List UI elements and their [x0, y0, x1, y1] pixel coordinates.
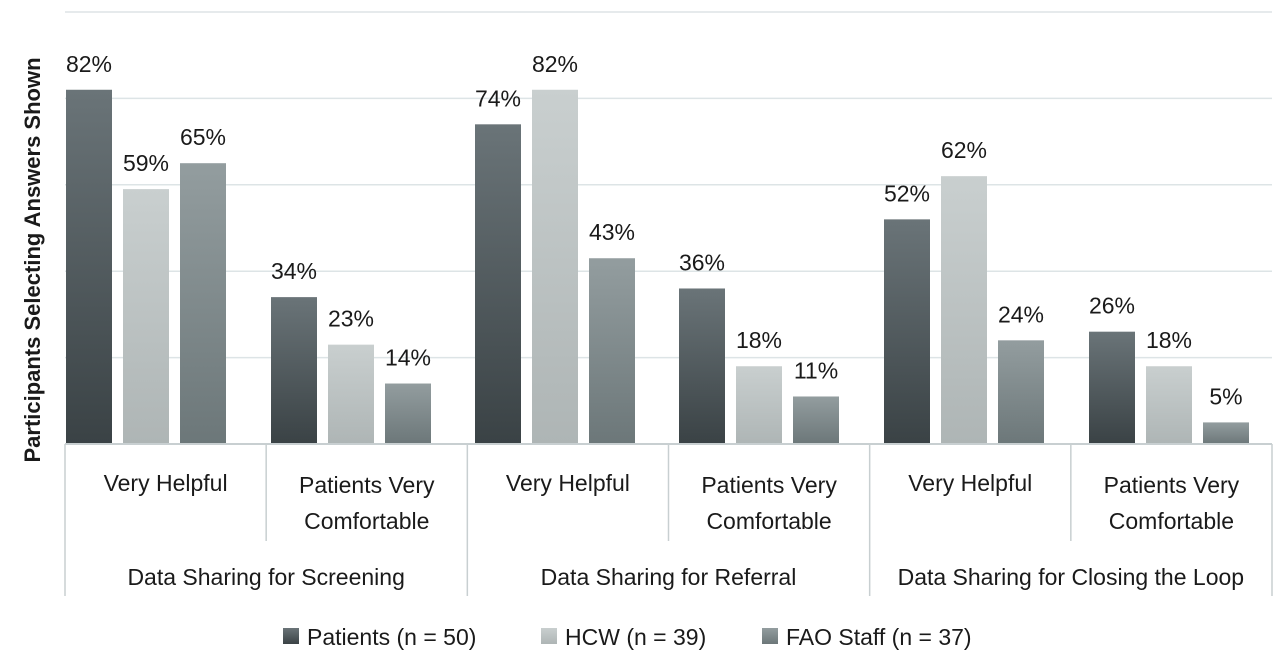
legend-label: FAO Staff (n = 37)	[786, 624, 972, 650]
category-label: Very Helpful	[908, 470, 1032, 496]
data-label: 36%	[679, 249, 725, 275]
bar	[736, 366, 782, 444]
data-label: 24%	[998, 301, 1044, 327]
legend-item: FAO Staff (n = 37)	[762, 624, 972, 650]
bar	[328, 344, 374, 444]
data-label: 65%	[180, 124, 226, 150]
data-label: 18%	[736, 327, 782, 353]
category-label: Very Helpful	[506, 470, 630, 496]
data-labels-layer: 82% 34% 74% 36% 52% 26% 59% 23% 82% 18% 62% 18% 65% 1…	[66, 51, 1243, 410]
legend-label: HCW (n = 39)	[565, 624, 706, 650]
legend-swatch	[762, 628, 778, 644]
legend-swatch	[541, 628, 557, 644]
data-label: 59%	[123, 150, 169, 176]
data-label: 74%	[475, 85, 521, 111]
bar	[66, 89, 112, 444]
bar	[1203, 422, 1249, 444]
bar	[679, 288, 725, 444]
legend-item: HCW (n = 39)	[541, 624, 706, 650]
data-label: 43%	[589, 219, 635, 245]
category-label: Patients Very Comfortable	[299, 472, 435, 534]
bars-layer	[66, 89, 1249, 444]
y-axis-label: Participants Selecting Answers Shown	[20, 57, 45, 462]
legend-swatch	[283, 628, 299, 644]
category-label: Patients Very Comfortable	[1104, 472, 1240, 534]
group-label: Data Sharing for Screening	[127, 564, 404, 590]
legend: Patients (n = 50) HCW (n = 39) FAO Staff (…	[283, 624, 972, 650]
data-label: 26%	[1089, 293, 1135, 319]
bar	[123, 189, 169, 444]
bar	[884, 219, 930, 444]
category-label: Patients Very Comfortable	[701, 472, 837, 534]
data-label: 34%	[271, 258, 317, 284]
data-label: 82%	[66, 51, 112, 77]
data-label: 62%	[941, 137, 987, 163]
category-axis: Very Helpful Patients Very Comfortable Data…	[64, 443, 1273, 596]
bar	[1146, 366, 1192, 444]
data-label: 52%	[884, 180, 930, 206]
bar	[271, 297, 317, 444]
data-label: 11%	[794, 357, 838, 383]
legend-item: Patients (n = 50)	[283, 624, 476, 650]
data-label: 18%	[1146, 327, 1192, 353]
gridlines	[65, 11, 1272, 359]
legend-label: Patients (n = 50)	[307, 624, 476, 650]
data-label: 14%	[385, 345, 431, 371]
data-label: 5%	[1209, 383, 1242, 409]
group-label: Data Sharing for Closing the Loop	[898, 564, 1245, 590]
bar	[532, 89, 578, 444]
bar	[385, 383, 431, 444]
data-label: 82%	[532, 51, 578, 77]
bar	[475, 124, 521, 444]
bar	[589, 258, 635, 444]
bar	[793, 396, 839, 444]
bar	[941, 176, 987, 444]
category-label: Very Helpful	[104, 470, 228, 496]
bar	[180, 163, 226, 444]
bar	[1089, 331, 1135, 444]
group-label: Data Sharing for Referral	[541, 564, 797, 590]
bar	[998, 340, 1044, 444]
data-label: 23%	[328, 306, 374, 332]
